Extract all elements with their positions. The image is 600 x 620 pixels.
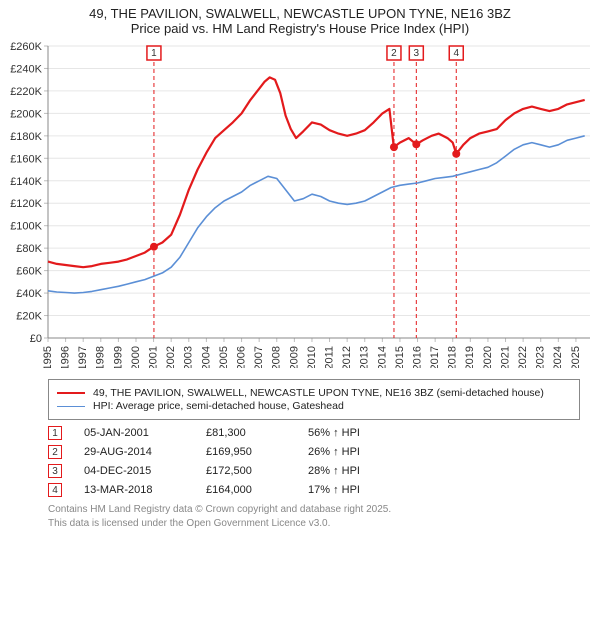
x-tick-label: 1998 [95,346,107,368]
page-root: 49, THE PAVILION, SWALWELL, NEWCASTLE UP… [0,0,600,530]
sales-row: 4 13-MAR-2018 £164,000 17% ↑ HPI [48,483,580,497]
y-tick-label: £260K [10,41,42,53]
sales-row-date: 04-DEC-2015 [84,465,184,477]
sales-row-price: £169,950 [206,446,286,458]
chart-svg: £0 £20K £40K £60K £80K £100K £120K £140K £160K £1… [0,38,600,368]
legend-swatch [57,392,85,394]
x-tick-label: 2017 [429,346,441,368]
sales-row: 2 29-AUG-2014 £169,950 26% ↑ HPI [48,445,580,459]
sale-marker-dot [412,140,420,148]
legend: 49, THE PAVILION, SWALWELL, NEWCASTLE UP… [48,379,580,420]
y-tick-label: £120K [10,198,42,210]
x-tick-label: 2011 [323,346,335,368]
x-tick-label: 2013 [359,346,371,368]
sales-row-marker: 4 [48,483,62,497]
sales-row-price: £172,500 [206,465,286,477]
sale-marker-number: 4 [453,48,459,59]
y-tick-label: £240K [10,63,42,75]
x-tick-label: 2010 [306,346,318,368]
sales-row-marker: 2 [48,445,62,459]
y-tick-label: £200K [10,108,42,120]
sales-row: 1 05-JAN-2001 £81,300 56% ↑ HPI [48,426,580,440]
x-tick-label: 2008 [271,346,283,368]
x-tick-label: 2019 [464,346,476,368]
x-tick-label: 1999 [112,346,124,368]
legend-row: HPI: Average price, semi-detached house,… [57,400,571,412]
y-tick-label: £220K [10,86,42,98]
y-tick-label: £160K [10,153,42,165]
sales-row-delta: 17% ↑ HPI [308,484,398,496]
sales-row-price: £81,300 [206,427,286,439]
footnote-line-1: Contains HM Land Registry data © Crown c… [48,503,580,517]
x-tick-label: 2000 [130,346,142,368]
x-tick-label: 2002 [165,346,177,368]
x-tick-label: 2015 [394,346,406,368]
title-block: 49, THE PAVILION, SWALWELL, NEWCASTLE UP… [0,0,600,38]
x-tick-label: 2009 [288,346,300,368]
x-tick-label: 2003 [183,346,195,368]
title-line-2: Price paid vs. HM Land Registry's House … [8,21,592,36]
y-tick-label: £60K [16,266,42,278]
sales-row-delta: 56% ↑ HPI [308,427,398,439]
x-tick-label: 2023 [535,346,547,368]
sales-row-marker: 3 [48,464,62,478]
x-tick-label: 2018 [447,346,459,368]
x-tick-label: 2012 [341,346,353,368]
x-tick-label: 2014 [376,346,388,368]
sales-table: 1 05-JAN-2001 £81,300 56% ↑ HPI 2 29-AUG-2014… [48,426,580,497]
sales-row-delta: 26% ↑ HPI [308,446,398,458]
x-tick-label: 1995 [42,346,54,368]
x-tick-label: 2020 [482,346,494,368]
sale-marker-number: 2 [391,48,397,59]
x-tick-label: 2006 [235,346,247,368]
sales-row-marker: 1 [48,426,62,440]
y-tick-label: £40K [16,288,42,300]
sale-marker-dot [150,243,158,251]
x-tick-label: 2005 [218,346,230,368]
sales-row-price: £164,000 [206,484,286,496]
y-tick-label: £80K [16,243,42,255]
y-tick-label: £20K [16,311,42,323]
sales-row-date: 29-AUG-2014 [84,446,184,458]
x-tick-label: 1996 [60,346,72,368]
y-tick-label: £0 [30,333,42,345]
sales-row-date: 05-JAN-2001 [84,427,184,439]
sales-row: 3 04-DEC-2015 £172,500 28% ↑ HPI [48,464,580,478]
x-tick-label: 2004 [200,346,212,368]
x-tick-label: 2021 [499,346,511,368]
footnote: Contains HM Land Registry data © Crown c… [48,503,580,530]
legend-swatch [57,406,85,407]
sale-marker-dot [390,143,398,151]
y-tick-label: £180K [10,131,42,143]
y-tick-label: £100K [10,221,42,233]
sales-row-date: 13-MAR-2018 [84,484,184,496]
x-tick-label: 1997 [77,346,89,368]
title-line-1: 49, THE PAVILION, SWALWELL, NEWCASTLE UP… [8,6,592,21]
y-tick-label: £140K [10,176,42,188]
sale-marker-number: 3 [414,48,420,59]
legend-row: 49, THE PAVILION, SWALWELL, NEWCASTLE UP… [57,387,571,399]
x-tick-label: 2022 [517,346,529,368]
x-tick-label: 2007 [253,346,265,368]
chart: £0 £20K £40K £60K £80K £100K £120K £140K £160K £1… [0,38,600,373]
legend-label: 49, THE PAVILION, SWALWELL, NEWCASTLE UP… [93,387,544,399]
sale-marker-dot [452,150,460,158]
x-tick-label: 2016 [411,346,423,368]
x-tick-label: 2025 [570,346,582,368]
legend-label: HPI: Average price, semi-detached house,… [93,400,344,412]
sale-marker-number: 1 [151,48,157,59]
sales-row-delta: 28% ↑ HPI [308,465,398,477]
x-tick-label: 2001 [147,346,159,368]
x-tick-label: 2024 [552,346,564,368]
footnote-line-2: This data is licensed under the Open Gov… [48,517,580,531]
